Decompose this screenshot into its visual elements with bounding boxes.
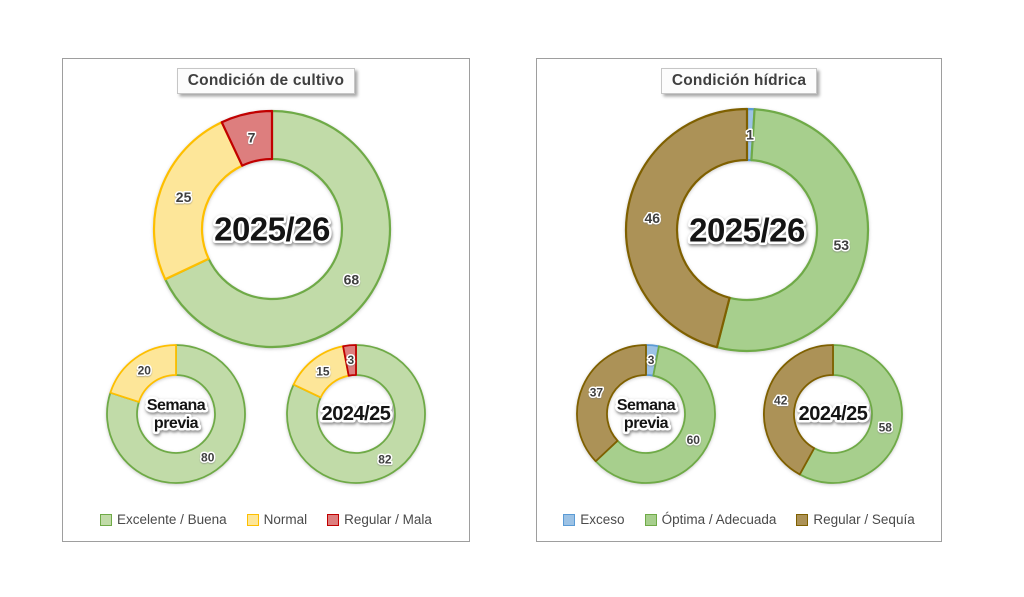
slice-excelente-buena bbox=[106, 344, 246, 484]
donut-cultivo-2025-26: 68 25 7 2025/26 bbox=[152, 109, 392, 349]
legend-swatch-icon bbox=[796, 513, 809, 526]
legend-swatch-icon bbox=[644, 513, 657, 526]
legend-label: Normal bbox=[263, 512, 308, 527]
donut-center-label: Semana previa bbox=[147, 397, 206, 432]
slice-regular-sequia bbox=[624, 107, 749, 349]
slice-value-label: 68 bbox=[344, 271, 360, 287]
slice-value-label: 20 bbox=[138, 363, 152, 377]
donut-cultivo-semana-previa: 80 20 Semana previa bbox=[106, 344, 246, 484]
slice-value-label: 3 bbox=[648, 353, 655, 367]
legend-label: Regular / Sequía bbox=[813, 512, 915, 527]
slice-value-label: 53 bbox=[834, 237, 850, 253]
legend-item-normal: Normal bbox=[246, 512, 308, 527]
legend-label: Regular / Mala bbox=[344, 512, 432, 527]
slice-value-label: 1 bbox=[746, 127, 754, 143]
panel-condicion-cultivo: Condición de cultivo 68 25 7 2025/26 80 20 Sem… bbox=[62, 58, 470, 542]
slice-regular-mala bbox=[220, 109, 274, 167]
slice-excelente-buena bbox=[164, 109, 392, 349]
legend-item-regular-sequia: Regular / Sequía bbox=[796, 512, 915, 527]
legend-swatch-icon bbox=[327, 513, 340, 526]
panel-condicion-hidrica: Condición hídrica 1 53 46 2025/26 3 60 37 Seman… bbox=[536, 58, 942, 542]
legend-swatch-icon bbox=[246, 513, 259, 526]
slice-optima-adecuada bbox=[594, 345, 716, 484]
donut-charts-hidrica: 1 53 46 2025/26 3 60 37 Semana previa 58 42 2024/25 bbox=[576, 107, 903, 484]
donut-hidrica-2024-25: 58 42 2024/25 bbox=[763, 344, 903, 484]
slice-value-label: 3 bbox=[348, 353, 355, 367]
donut-center-label: 2024/25 bbox=[799, 403, 868, 425]
slice-value-label: 80 bbox=[201, 451, 215, 465]
slice-regular-mala bbox=[342, 344, 357, 377]
donut-center-label: 2025/26 bbox=[689, 212, 805, 249]
slice-value-label: 25 bbox=[176, 189, 192, 205]
slice-value-label: 46 bbox=[645, 210, 661, 226]
slice-normal bbox=[152, 121, 244, 281]
panel-title-hidrica: Condición hídrica bbox=[660, 68, 818, 94]
legend-item-regular-mala: Regular / Mala bbox=[327, 512, 432, 527]
slice-value-label: 82 bbox=[378, 453, 392, 467]
slice-value-label: 60 bbox=[687, 433, 701, 447]
panel-title-row: Condición de cultivo bbox=[63, 68, 469, 94]
legend-item-exceso: Exceso bbox=[563, 512, 625, 527]
donut-cultivo-2024-25: 82 15 3 2024/25 bbox=[286, 344, 426, 484]
legend-label: Exceso bbox=[580, 512, 625, 527]
slice-value-label: 58 bbox=[879, 420, 893, 434]
slice-regular-sequia bbox=[576, 344, 647, 463]
slice-optima-adecuada bbox=[798, 344, 903, 484]
slice-normal bbox=[109, 344, 177, 403]
legend-item-optima-adecuada: Óptima / Adecuada bbox=[644, 512, 777, 527]
donut-center-label: 2025/26 bbox=[214, 211, 330, 248]
legend-label: Excelente / Buena bbox=[117, 512, 227, 527]
slice-value-label: 42 bbox=[774, 394, 788, 408]
donut-hidrica-2025-26: 1 53 46 2025/26 bbox=[624, 107, 870, 353]
slice-value-label: 7 bbox=[248, 129, 256, 145]
legend-cultivo: Excelente / Buena Normal Regular / Mala bbox=[63, 512, 469, 527]
legend-hidrica: Exceso Óptima / Adecuada Regular / Sequía bbox=[537, 512, 941, 527]
donut-hidrica-semana-previa: 3 60 37 Semana previa bbox=[576, 344, 716, 484]
slice-optima-adecuada bbox=[715, 108, 870, 353]
panel-title-cultivo: Condición de cultivo bbox=[176, 68, 356, 94]
donut-charts-cultivo: 68 25 7 2025/26 80 20 Semana previa 82 15 3 2024/25 bbox=[106, 109, 426, 484]
slice-value-label: 37 bbox=[590, 386, 604, 400]
donut-center-label: 2024/25 bbox=[322, 403, 391, 425]
panel-title-row: Condición hídrica bbox=[537, 68, 941, 94]
slice-value-label: 15 bbox=[316, 364, 330, 378]
slice-regular-sequia bbox=[763, 344, 834, 476]
legend-item-excelente-buena: Excelente / Buena bbox=[100, 512, 227, 527]
slice-excelente-buena bbox=[286, 344, 426, 484]
legend-label: Óptima / Adecuada bbox=[661, 512, 777, 527]
legend-swatch-icon bbox=[100, 513, 113, 526]
legend-swatch-icon bbox=[563, 513, 576, 526]
donut-center-label: Semana previa bbox=[617, 397, 676, 432]
